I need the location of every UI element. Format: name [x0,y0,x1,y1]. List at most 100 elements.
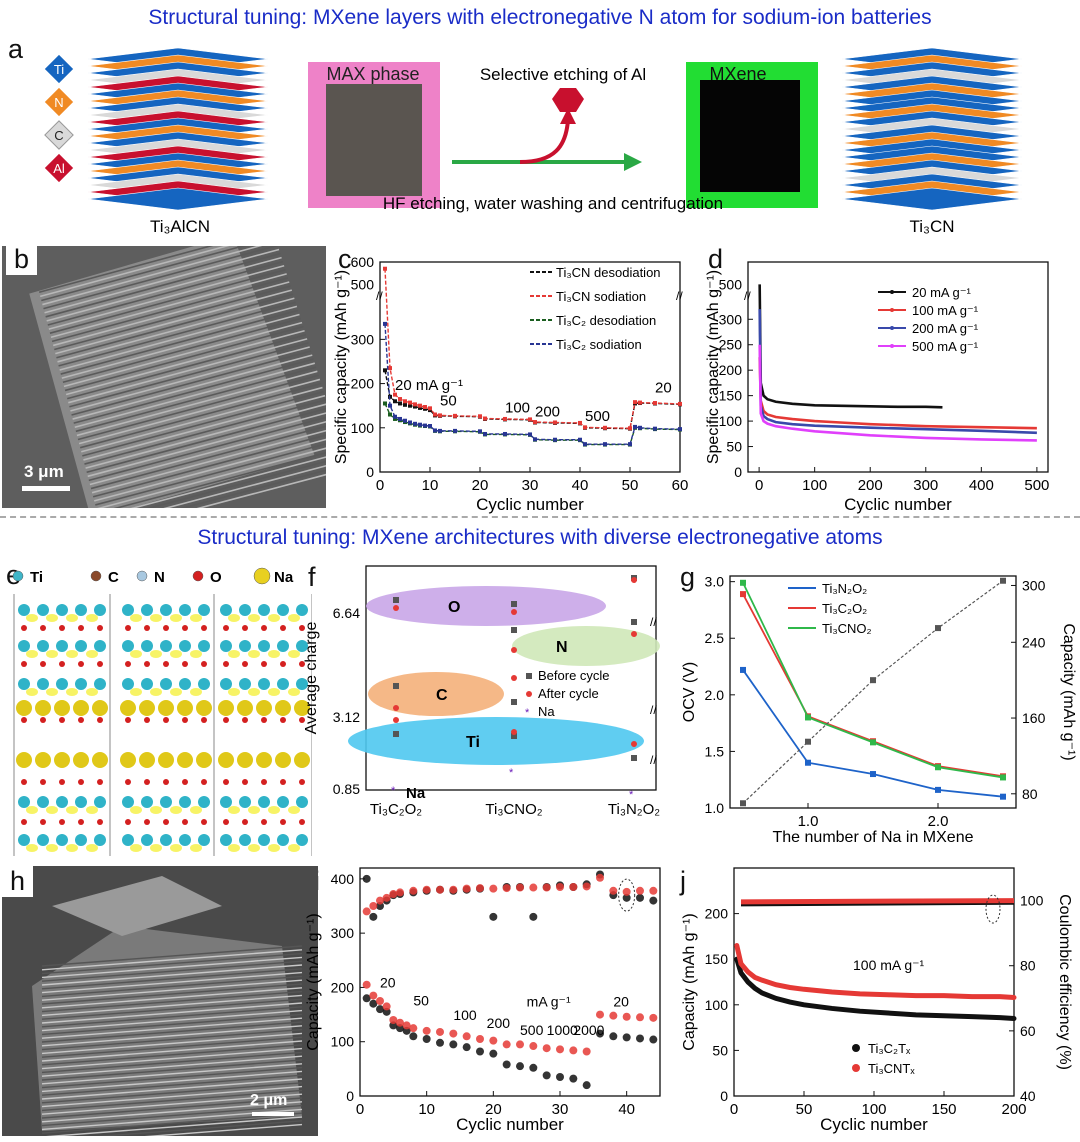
data-point [622,1012,631,1021]
ti3cn-layer-stack [841,47,1023,211]
atom-o [97,625,103,631]
atom-o [223,661,229,667]
atom-ti [277,796,289,808]
before-cycle-point [511,627,517,633]
atom-o [125,779,131,785]
charge-density [86,688,98,696]
chart-c: 0 100 200 300 500 600 // // 0 10 20 30 40 50 60 Cyclic … [333,254,688,514]
capacity-series [734,956,1017,1021]
after-cycle-point [631,631,637,637]
data-point [740,591,746,598]
atom-na [196,700,212,716]
rate-annotation: 2000 [573,1022,604,1038]
atom-o [125,625,131,631]
layer-sheet [841,187,1023,211]
y-tick-label: 0 [366,464,374,480]
sem-lamella [72,354,313,420]
x-tick-label: 100 [861,1101,886,1118]
sem-lamella [57,297,295,363]
sem-lamella [41,956,303,979]
atom-ti [277,604,289,616]
panel-label-b: b [6,244,38,275]
y-axis-label: Average charge [303,622,320,735]
atom-na [158,752,174,768]
panel-label-f: f [308,562,316,592]
legend-marker [890,344,894,348]
atom-ti [239,834,251,846]
data-point [393,392,397,397]
data-point [633,424,637,429]
sem-lamella [41,1036,303,1058]
atom-o [125,717,131,723]
x-axis-label: Cyclic number [476,495,584,514]
atom-o [163,819,169,825]
data-point [453,428,457,433]
atom-ti [94,796,106,808]
atom-ti [56,604,68,616]
data-point [556,883,564,891]
data-point [396,1018,404,1027]
atom-na [275,700,291,716]
sem-lamella [61,313,300,379]
y2-tick-label: 300 [1022,577,1046,593]
atom-na [92,700,108,716]
x-tick-label: 40 [572,477,589,494]
data-point [678,427,682,432]
atom-na [196,752,212,768]
charge-density [46,688,58,696]
atom-o [299,717,305,723]
sem-lamella [94,435,326,502]
bottom-title: Structural tuning: MXene architectures w… [197,526,883,549]
atom-ti [56,640,68,652]
charge-density [228,806,240,814]
sem-lamella [95,1120,303,1136]
legend-entry: 20 mA g⁻¹ [912,285,972,300]
data-point [649,1035,658,1044]
legend-atom-icon [253,567,271,585]
data-point [403,418,407,423]
atom-ti [277,640,289,652]
data-point [408,403,412,408]
mxene-label: MXene [709,64,766,84]
sem-lamella [84,398,326,465]
atom-na [16,700,32,716]
data-point [393,414,397,419]
rate-annotation: 1000 [547,1022,578,1038]
data-point [502,1060,511,1069]
charge-density [150,614,162,622]
charge-density [228,688,240,696]
sem-lamella [68,338,308,404]
data-point [609,1011,618,1020]
data-point [449,1040,458,1049]
before-cycle-point [631,619,637,625]
atom-ti [122,640,134,652]
charge-density [170,614,182,622]
data-point [388,403,392,408]
legend-marker [852,1064,860,1072]
data-point [489,1036,498,1045]
data-point [413,402,417,407]
data-point [433,412,437,417]
atom-o [21,779,27,785]
data-point [418,405,422,410]
y-tick-label: 150 [719,388,743,404]
atom-o [40,625,46,631]
legend-al: Al [44,153,74,183]
data-point [382,1002,391,1011]
data-point [638,425,642,430]
charge-density [150,650,162,658]
sem-lamella [41,1025,303,1047]
legend-entry: Ti₃CNTₓ [868,1061,915,1076]
atom-o [182,717,188,723]
atom-ti [239,678,251,690]
group-label: N [556,639,568,656]
sem-lamella [92,431,326,498]
divider [0,516,1080,518]
atom-ti [296,678,308,690]
y-tick-label: 0 [346,1088,354,1104]
panel-label-h: h [2,866,34,897]
sem-lamella [41,1078,303,1100]
atom-na [218,700,234,716]
data-point [529,912,538,921]
sem-lamella [41,1051,303,1074]
